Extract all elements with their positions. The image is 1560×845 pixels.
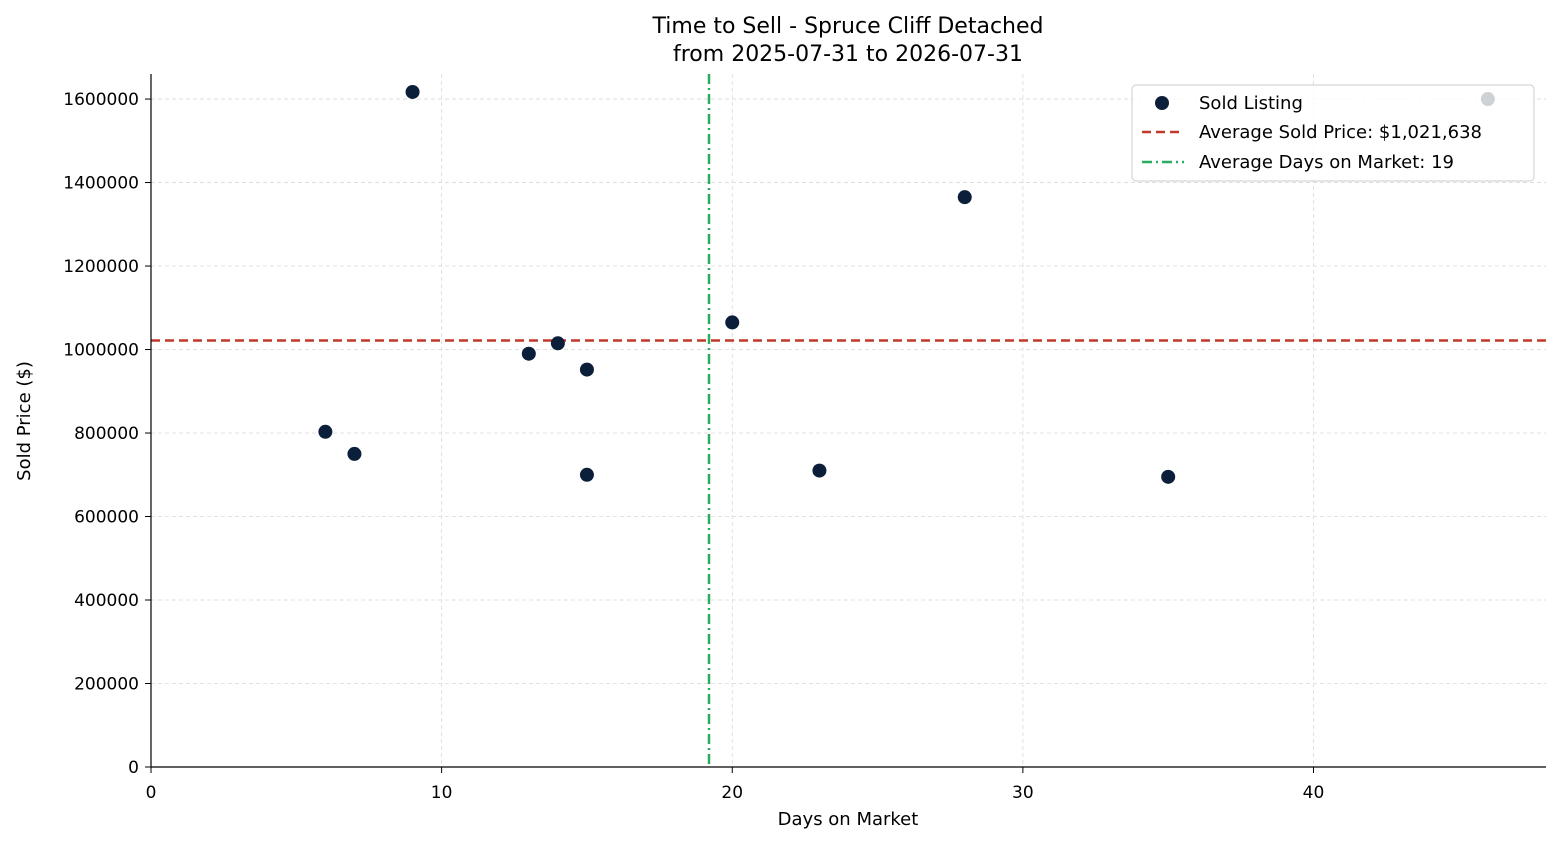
- y-tick-label: 1200000: [63, 257, 139, 277]
- grid-lines: [151, 74, 1546, 767]
- data-point: [725, 315, 740, 330]
- chart-title: Time to Sell - Spruce Cliff Detached: [652, 14, 1044, 39]
- x-tick-label: 20: [721, 783, 743, 803]
- x-tick-label: 30: [1012, 783, 1034, 803]
- y-tick-label: 800000: [74, 424, 139, 444]
- legend-label-average-days: Average Days on Market: 19: [1199, 152, 1454, 173]
- tick-labels: 0 10 20 30 40 0 200000 400000 600000 800000 100000…: [63, 90, 1324, 803]
- data-point: [318, 424, 333, 439]
- data-point: [521, 346, 536, 361]
- legend-marker-sold-listing: [1155, 96, 1169, 110]
- x-tick-label: 0: [146, 783, 157, 803]
- data-point: [957, 190, 972, 205]
- y-tick-label: 1600000: [63, 90, 139, 110]
- reference-lines: [151, 74, 1546, 767]
- axes: [145, 74, 1546, 773]
- x-tick-label: 10: [431, 783, 453, 803]
- y-tick-label: 400000: [74, 591, 139, 611]
- data-point: [347, 446, 362, 461]
- x-tick-label: 40: [1303, 783, 1325, 803]
- x-axis-label: Days on Market: [778, 809, 919, 830]
- chart-subtitle: from 2025-07-31 to 2026-07-31: [673, 42, 1023, 67]
- data-point: [405, 84, 420, 99]
- data-point: [579, 362, 594, 377]
- y-tick-label: 600000: [74, 508, 139, 528]
- y-tick-label: 0: [128, 758, 139, 778]
- data-point: [812, 463, 827, 478]
- y-tick-label: 1000000: [63, 341, 139, 361]
- legend-box: [1131, 84, 1535, 182]
- legend-label-average-price: Average Sold Price: $1,021,638: [1199, 122, 1482, 143]
- data-point: [550, 336, 565, 351]
- y-tick-label: 200000: [74, 675, 139, 695]
- data-point: [579, 467, 594, 482]
- y-axis-label: Sold Price ($): [14, 361, 35, 481]
- data-point: [1161, 469, 1176, 484]
- legend: Sold Listing Average Sold Price: $1,021,…: [1131, 84, 1535, 182]
- y-tick-label: 1400000: [63, 174, 139, 194]
- legend-label-sold-listing: Sold Listing: [1199, 93, 1303, 114]
